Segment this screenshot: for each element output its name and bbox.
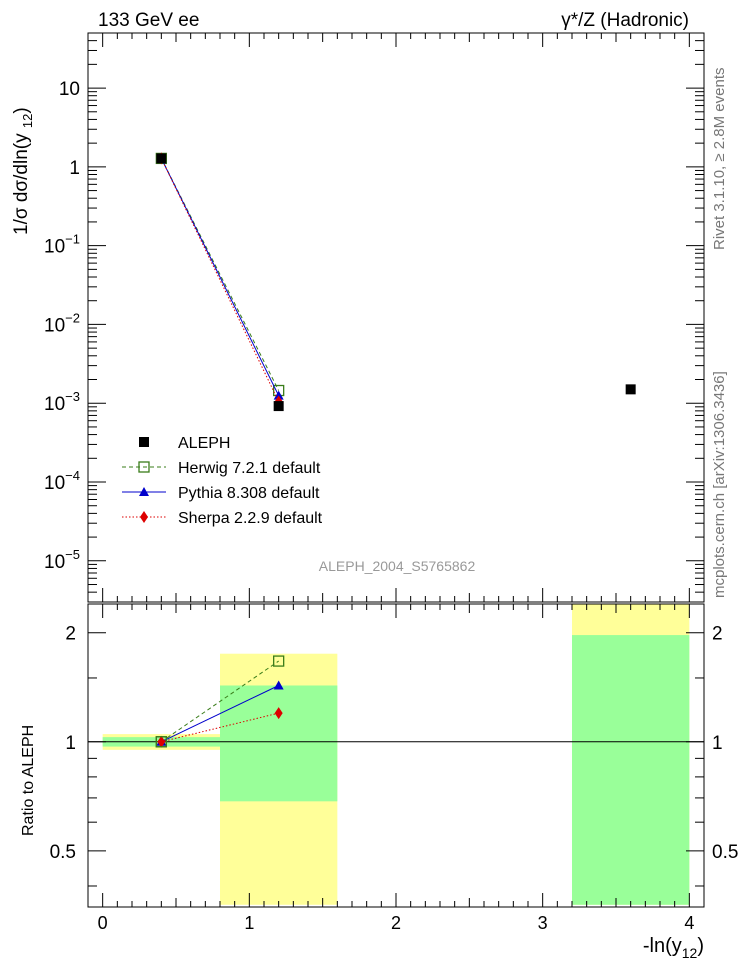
legend-marker [139,437,149,447]
data-point [156,153,167,164]
ratio-series-point [273,680,284,690]
ratio-y-tick-label: 1 [65,733,76,754]
ratio-series-line [161,660,279,743]
ratio-series-point [274,707,283,720]
y-tick-exponent: −5 [65,547,80,562]
ratio-data-point [155,736,167,748]
ratio-panel: 0 1 2 3 4 0.5 0.5 1 1 2 2 [50,603,738,933]
y-tick-exponent: −4 [65,468,80,483]
legend-marker [140,511,148,523]
legend-marker [139,487,149,496]
y-tick-base: 10 [44,394,65,415]
xlabel-main: -ln(y [643,935,682,957]
ratio-y-tick-label-right: 0.5 [712,842,738,863]
ylabel-close: ) [11,107,32,113]
y-tick-base: 10 [44,552,65,573]
x-tick-label: 0 [98,913,108,933]
x-axis-label: -ln(y12) [643,935,704,961]
legend-label: Sherpa 2.2.9 default [178,510,323,527]
y-tick-label: 10−5 [44,547,80,573]
legend-label: ALEPH [178,435,230,452]
series-line [160,158,280,402]
legend-marker [138,461,150,473]
top-ylabel-main: 1/σ dσ/dln(y [11,133,32,235]
x-tick-label: 3 [538,913,548,933]
y-tick-label: 10−3 [44,389,80,415]
y-tick-exponent: −1 [65,232,80,247]
legend: ALEPH Herwig 7.2.1 default Pythia 8.308 de… [122,435,323,527]
legend-label: Pythia 8.308 default [178,485,320,502]
y-tick-label: 10−1 [44,232,80,258]
y-tick-exponent: −2 [65,310,80,325]
xlabel-subscript: 12 [682,945,698,961]
xlabel-close: ) [697,935,704,957]
bottom-ylabel: Ratio to ALEPH [20,725,37,836]
ratio-band-inner [572,635,690,905]
watermark: ALEPH_2004_S5765862 [319,558,476,574]
y-tick-label: 10 [59,79,80,100]
y-tick-label: 10−4 [44,468,80,494]
ratio-series-point [273,655,285,667]
y-tick-base: 10 [44,237,65,258]
ylabel-subscript: 12 [20,114,35,128]
data-point [273,401,284,412]
x-tick-label: 1 [244,913,254,933]
x-tick-label: 2 [391,913,401,933]
ratio-band-inner [220,685,338,802]
y-tick-label: 1 [69,158,80,179]
y-tick-base: 10 [44,473,65,494]
ratio-series-line [161,712,279,743]
header-left: 133 GeV ee [98,10,199,31]
series-point [273,390,284,400]
ratio-y-tick-label-right: 2 [712,624,723,645]
ratio-y-tick-label: 0.5 [50,842,76,863]
ratio-series-point [157,735,166,748]
series-line [160,158,280,396]
rivet-label: Rivet 3.1.10, ≥ 2.8M events [711,68,728,251]
y-tick-exponent: −3 [65,389,80,404]
mcplots-label: mcplots.cern.ch [arXiv:1306.3436] [711,371,728,598]
data-point [625,384,636,395]
y-tick-base: 10 [44,315,65,336]
ratio-y-tick-label: 2 [65,624,76,645]
ratio-series-line [161,685,279,743]
x-tick-label: 4 [684,913,694,933]
top-ylabel: 1/σ dσ/dln(y 12) [11,107,35,235]
ratio-y-tick-label-right: 1 [712,733,723,754]
y-tick-label: 10−2 [44,310,80,336]
header-right: γ*/Z (Hadronic) [561,10,689,31]
legend-label: Herwig 7.2.1 default [178,460,321,477]
